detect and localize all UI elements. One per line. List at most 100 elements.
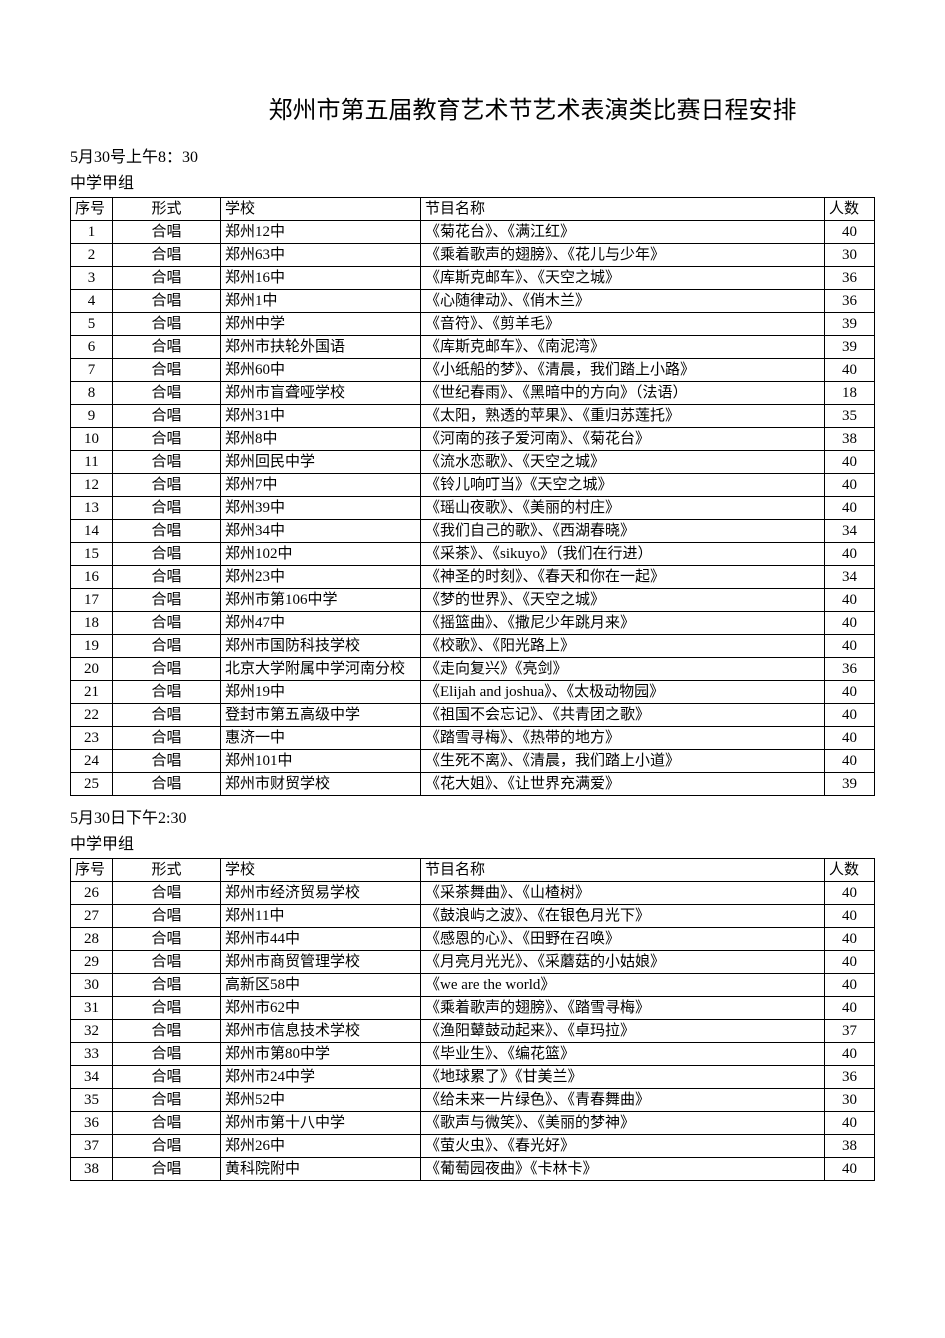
cell-count: 40 — [825, 543, 875, 566]
cell-count: 18 — [825, 382, 875, 405]
cell-form: 合唱 — [113, 221, 221, 244]
cell-school: 郑州市商贸管理学校 — [221, 951, 421, 974]
cell-seq: 16 — [71, 566, 113, 589]
cell-count: 40 — [825, 727, 875, 750]
cell-school: 郑州12中 — [221, 221, 421, 244]
table-row: 8合唱郑州市盲聋哑学校《世纪春雨》、《黑暗中的方向》（法语）18 — [71, 382, 875, 405]
table-row: 12合唱郑州7中《铃儿响叮当》《天空之城》40 — [71, 474, 875, 497]
cell-program: 《太阳，熟透的苹果》、《重归苏莲托》 — [421, 405, 825, 428]
cell-school: 郑州11中 — [221, 905, 421, 928]
cell-school: 郑州7中 — [221, 474, 421, 497]
cell-seq: 2 — [71, 244, 113, 267]
cell-program: 《走向复兴》《亮剑》 — [421, 658, 825, 681]
table-row: 28合唱郑州市44中《感恩的心》、《田野在召唤》40 — [71, 928, 875, 951]
cell-school: 郑州47中 — [221, 612, 421, 635]
table-row: 25合唱郑州市财贸学校《花大姐》、《让世界充满爱》39 — [71, 773, 875, 796]
table-row: 18合唱郑州47中《摇篮曲》、《撒尼少年跳月来》40 — [71, 612, 875, 635]
col-form-header: 形式 — [113, 198, 221, 221]
table-row: 24合唱郑州101中《生死不离》、《清晨，我们踏上小道》40 — [71, 750, 875, 773]
page-title: 郑州市第五届教育艺术节艺术表演类比赛日程安排 — [70, 90, 875, 125]
cell-program: 《梦的世界》、《天空之城》 — [421, 589, 825, 612]
cell-count: 40 — [825, 474, 875, 497]
table-row: 10合唱郑州8中《河南的孩子爱河南》、《菊花台》38 — [71, 428, 875, 451]
cell-program: 《心随律动》、《俏木兰》 — [421, 290, 825, 313]
table-row: 15合唱郑州102中《采茶》、《sikuyo》（我们在行进）40 — [71, 543, 875, 566]
cell-program: 《Elijah and joshua》、《太极动物园》 — [421, 681, 825, 704]
cell-seq: 19 — [71, 635, 113, 658]
cell-seq: 1 — [71, 221, 113, 244]
table-row: 35合唱郑州52中《给未来一片绿色》、《青春舞曲》30 — [71, 1089, 875, 1112]
cell-form: 合唱 — [113, 267, 221, 290]
cell-seq: 10 — [71, 428, 113, 451]
table-row: 2合唱郑州63中《乘着歌声的翅膀》、《花儿与少年》30 — [71, 244, 875, 267]
cell-program: 《葡萄园夜曲》《卡林卡》 — [421, 1158, 825, 1181]
cell-seq: 22 — [71, 704, 113, 727]
cell-program: 《库斯克邮车》、《南泥湾》 — [421, 336, 825, 359]
session-1-group: 中学甲组 — [70, 169, 875, 193]
cell-seq: 6 — [71, 336, 113, 359]
cell-form: 合唱 — [113, 1043, 221, 1066]
cell-form: 合唱 — [113, 1158, 221, 1181]
cell-form: 合唱 — [113, 882, 221, 905]
cell-seq: 23 — [71, 727, 113, 750]
cell-form: 合唱 — [113, 359, 221, 382]
cell-program: 《萤火虫》、《春光好》 — [421, 1135, 825, 1158]
cell-program: 《铃儿响叮当》《天空之城》 — [421, 474, 825, 497]
cell-school: 高新区58中 — [221, 974, 421, 997]
cell-program: 《河南的孩子爱河南》、《菊花台》 — [421, 428, 825, 451]
cell-school: 郑州市扶轮外国语 — [221, 336, 421, 359]
cell-count: 40 — [825, 612, 875, 635]
col-count-header: 人数 — [825, 859, 875, 882]
session-1: 5月30号上午8：30 中学甲组 序号 形式 学校 节目名称 人数 1合唱郑州1… — [70, 143, 875, 796]
cell-seq: 4 — [71, 290, 113, 313]
cell-school: 登封市第五高级中学 — [221, 704, 421, 727]
cell-school: 郑州中学 — [221, 313, 421, 336]
col-form-header: 形式 — [113, 859, 221, 882]
cell-school: 郑州市盲聋哑学校 — [221, 382, 421, 405]
cell-program: 《音符》、《剪羊毛》 — [421, 313, 825, 336]
schedule-table-1: 序号 形式 学校 节目名称 人数 1合唱郑州12中《菊花台》、《满江红》402合… — [70, 197, 875, 796]
cell-school: 郑州市第106中学 — [221, 589, 421, 612]
cell-count: 40 — [825, 1158, 875, 1181]
cell-program: 《祖国不会忘记》、《共青团之歌》 — [421, 704, 825, 727]
cell-program: 《花大姐》、《让世界充满爱》 — [421, 773, 825, 796]
cell-seq: 15 — [71, 543, 113, 566]
table-header-row: 序号 形式 学校 节目名称 人数 — [71, 198, 875, 221]
session-2-group: 中学甲组 — [70, 830, 875, 854]
table-row: 3合唱郑州16中《库斯克邮车》、《天空之城》36 — [71, 267, 875, 290]
cell-form: 合唱 — [113, 635, 221, 658]
cell-seq: 18 — [71, 612, 113, 635]
cell-school: 郑州市信息技术学校 — [221, 1020, 421, 1043]
cell-form: 合唱 — [113, 681, 221, 704]
table-row: 29合唱郑州市商贸管理学校《月亮月光光》、《采蘑菇的小姑娘》40 — [71, 951, 875, 974]
cell-seq: 30 — [71, 974, 113, 997]
cell-seq: 17 — [71, 589, 113, 612]
cell-form: 合唱 — [113, 658, 221, 681]
cell-program: 《流水恋歌》、《天空之城》 — [421, 451, 825, 474]
cell-seq: 26 — [71, 882, 113, 905]
cell-form: 合唱 — [113, 451, 221, 474]
cell-school: 黄科院附中 — [221, 1158, 421, 1181]
cell-count: 40 — [825, 704, 875, 727]
col-count-header: 人数 — [825, 198, 875, 221]
cell-program: 《感恩的心》、《田野在召唤》 — [421, 928, 825, 951]
table-row: 17合唱郑州市第106中学《梦的世界》、《天空之城》40 — [71, 589, 875, 612]
cell-form: 合唱 — [113, 497, 221, 520]
cell-school: 惠济一中 — [221, 727, 421, 750]
table-header-row: 序号 形式 学校 节目名称 人数 — [71, 859, 875, 882]
cell-seq: 3 — [71, 267, 113, 290]
cell-school: 郑州60中 — [221, 359, 421, 382]
col-seq-header: 序号 — [71, 198, 113, 221]
session-1-time: 5月30号上午8：30 — [70, 143, 875, 167]
cell-seq: 9 — [71, 405, 113, 428]
cell-count: 40 — [825, 997, 875, 1020]
cell-form: 合唱 — [113, 336, 221, 359]
table-row: 37合唱郑州26中《萤火虫》、《春光好》38 — [71, 1135, 875, 1158]
cell-school: 郑州市财贸学校 — [221, 773, 421, 796]
cell-program: 《菊花台》、《满江红》 — [421, 221, 825, 244]
cell-program: 《小纸船的梦》、《清晨，我们踏上小路》 — [421, 359, 825, 382]
cell-school: 郑州市44中 — [221, 928, 421, 951]
table-row: 6合唱郑州市扶轮外国语《库斯克邮车》、《南泥湾》39 — [71, 336, 875, 359]
cell-count: 37 — [825, 1020, 875, 1043]
cell-program: 《世纪春雨》、《黑暗中的方向》（法语） — [421, 382, 825, 405]
